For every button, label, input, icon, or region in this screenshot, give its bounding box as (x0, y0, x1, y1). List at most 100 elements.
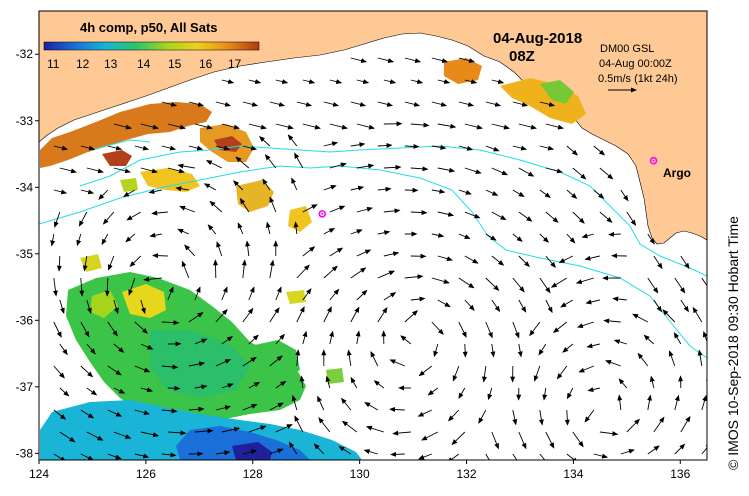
current-arrow (86, 343, 96, 355)
current-arrow (248, 382, 261, 389)
current-arrow (452, 365, 460, 382)
current-arrow (464, 123, 483, 130)
current-arrow (539, 189, 551, 198)
current-arrow (188, 406, 205, 412)
current-arrow (383, 251, 400, 257)
current-arrow (487, 387, 493, 401)
current-arrow (161, 364, 179, 370)
current-arrow (302, 246, 316, 257)
current-arrow (53, 453, 67, 460)
current-arrow (410, 296, 426, 302)
current-arrow (566, 387, 574, 400)
current-arrow (177, 228, 189, 235)
current-arrow (167, 167, 185, 174)
current-arrow (680, 415, 691, 433)
current-arrow (431, 188, 446, 194)
current-arrow (82, 255, 88, 272)
current-arrow (365, 425, 384, 433)
current-arrow (587, 387, 600, 392)
current-arrow (313, 443, 325, 455)
current-arrow (512, 409, 518, 426)
current-product: DM00 GSL (600, 43, 654, 55)
current-arrow (323, 228, 336, 235)
current-arrow (329, 79, 343, 85)
current-arrow (708, 256, 716, 268)
current-arrow (177, 163, 195, 169)
current-arrow (350, 57, 368, 64)
current-arrow (350, 267, 367, 279)
credit-text: © IMOS 10-Sep-2018 09:30 Hobart Time (725, 216, 741, 470)
current-arrow (612, 296, 627, 302)
current-arrow (194, 384, 208, 390)
current-arrow (431, 57, 449, 64)
current-arrow (113, 123, 132, 130)
current-arrow (550, 277, 568, 288)
current-arrow (701, 394, 707, 411)
current-arrow (529, 321, 541, 337)
current-arrow (221, 336, 234, 345)
current-arrow (697, 349, 703, 367)
current-arrow (603, 318, 621, 324)
current-arrow (175, 186, 189, 192)
current-arrow (572, 431, 584, 448)
current-arrow (383, 164, 402, 170)
australia-landmass (39, 11, 707, 245)
current-arrow (235, 156, 250, 169)
current-arrow (188, 145, 204, 151)
current-arrow (545, 431, 555, 449)
current-arrow (140, 167, 158, 174)
current-arrow (329, 205, 346, 213)
current-arrow (134, 409, 150, 416)
current-arrow (377, 186, 392, 192)
current-arrow (296, 101, 313, 107)
current-arrow (363, 449, 378, 455)
current-arrow (248, 123, 267, 130)
current-arrow (265, 221, 271, 235)
current-arrow (404, 310, 419, 323)
colorbar-tick-label: 11 (47, 57, 60, 71)
lat-tick-label: -36 (16, 313, 34, 327)
current-arrow (134, 145, 150, 151)
argo-label: Argo (663, 166, 691, 180)
current-arrow (356, 123, 375, 130)
colorbar-tick-label: 16 (199, 57, 213, 71)
current-arrow (113, 431, 132, 439)
current-arrow (167, 286, 174, 301)
current-arrow (377, 270, 396, 279)
current-arrow (647, 233, 655, 245)
current-arrow (302, 288, 312, 301)
current-arrow (215, 308, 228, 323)
current-arrow (377, 57, 395, 64)
current-arrow (52, 277, 58, 297)
current-arrow (392, 430, 411, 436)
current-arrow (458, 57, 476, 64)
current-arrow (613, 339, 627, 345)
current-arrow (188, 361, 206, 367)
current-arrow (161, 145, 177, 151)
current-arrow (373, 380, 385, 389)
argo-markers (318, 156, 658, 218)
current-arrow (437, 123, 457, 129)
current-arrow (533, 365, 541, 382)
isobath-lines (39, 139, 707, 359)
current-arrow (80, 189, 95, 195)
current-arrow (338, 446, 352, 455)
current-arrow (80, 453, 94, 460)
lat-tick-label: -33 (16, 114, 34, 128)
current-arrow (593, 189, 605, 199)
current-arrow (485, 145, 500, 152)
current-arrow (134, 453, 150, 459)
current-arrow (323, 306, 332, 323)
current-arrow (490, 343, 496, 358)
current-arrow (512, 321, 520, 339)
current-arrow (134, 321, 149, 334)
current-arrow (296, 306, 305, 323)
current-arrow (647, 445, 660, 455)
current-arrow (680, 255, 690, 270)
colorbar-tick-label: 14 (137, 57, 151, 71)
current-arrow (259, 136, 271, 147)
current-arrow (161, 320, 180, 326)
current-arrow (128, 277, 136, 296)
current-arrow (107, 145, 123, 151)
current-arrow (59, 431, 76, 443)
